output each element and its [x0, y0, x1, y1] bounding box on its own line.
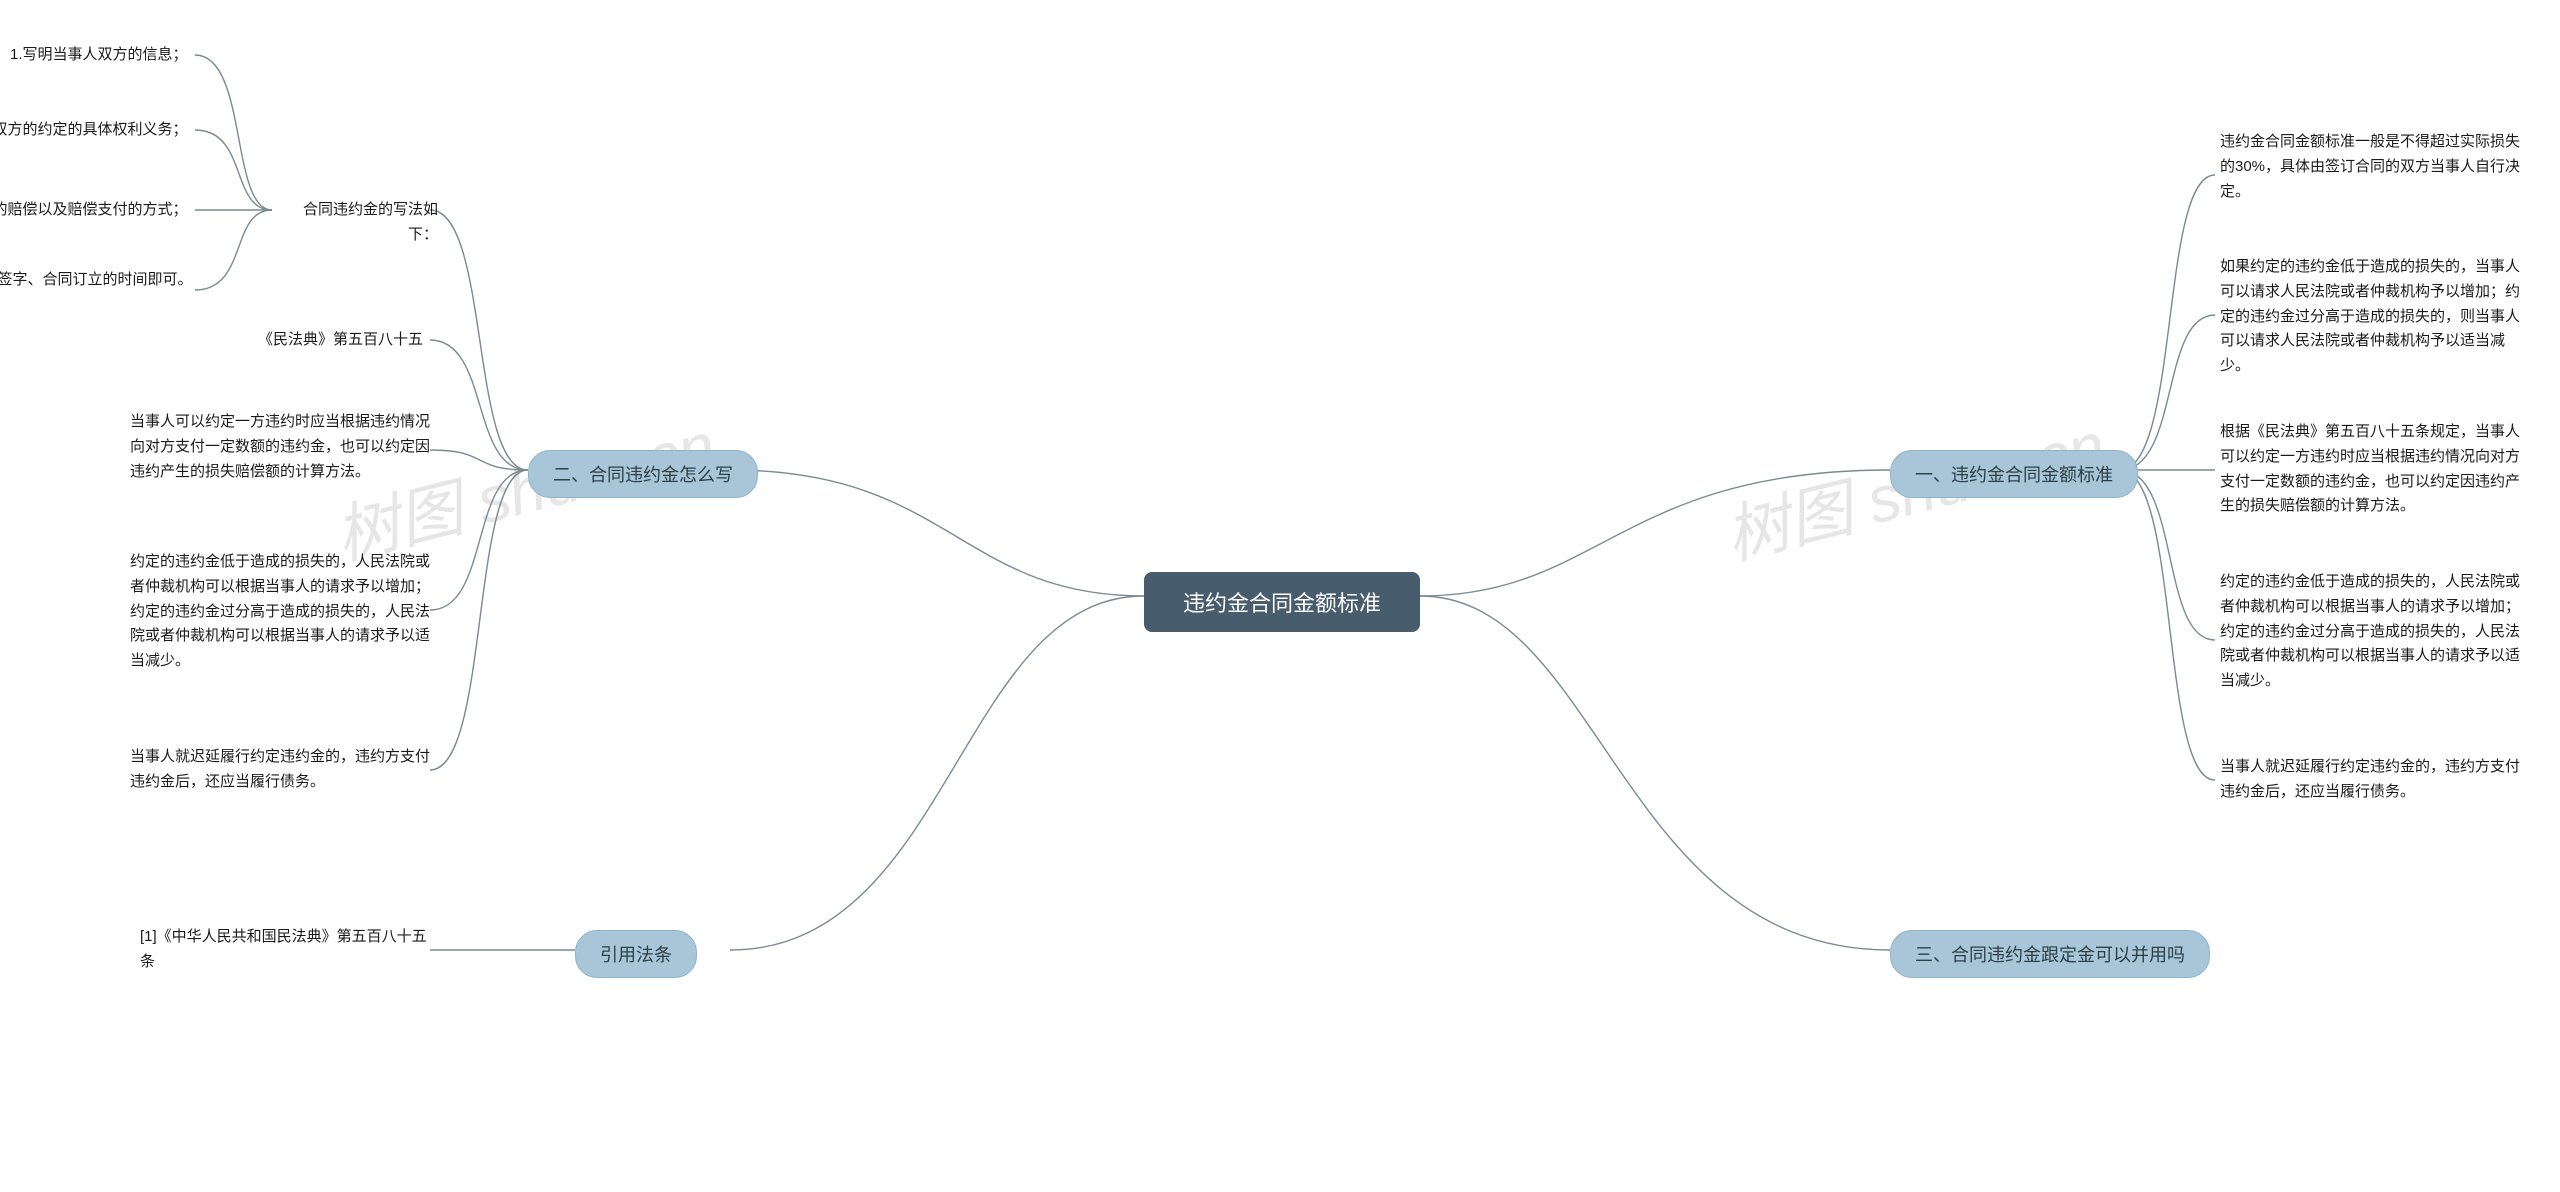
leaf-b2-2: 《民法典》第五百八十五 — [258, 328, 423, 353]
branch-b2: 二、合同违约金怎么写 — [528, 450, 758, 498]
branch-b4: 引用法条 — [575, 930, 697, 978]
leaf-b2-1: 合同违约金的写法如下： — [278, 198, 438, 248]
root-node: 违约金合同金额标准 — [1144, 572, 1420, 632]
leaf-b1-1: 违约金合同金额标准一般是不得超过实际损失的30%，具体由签订合同的双方当事人自行… — [2220, 130, 2530, 204]
leaf-b2-3: 当事人可以约定一方违约时应当根据违约情况向对方支付一定数额的违约金，也可以约定因… — [130, 410, 440, 484]
leaf-b2-5: 当事人就迟延履行约定违约金的，违约方支付违约金后，还应当履行债务。 — [130, 745, 440, 795]
branch-b1: 一、违约金合同金额标准 — [1890, 450, 2138, 498]
leaf-b1-3: 根据《民法典》第五百八十五条规定，当事人可以约定一方违约时应当根据违约情况向对方… — [2220, 420, 2530, 519]
leaf-b2-4: 约定的违约金低于造成的损失的，人民法院或者仲裁机构可以根据当事人的请求予以增加；… — [130, 550, 440, 674]
leaf-b2-1-2: 2.双方的约定的具体权利义务； — [0, 118, 188, 143]
leaf-b2-1-3: 3.违约之后的赔偿以及赔偿支付的方式； — [0, 198, 188, 223]
leaf-b2-1-1: 1.写明当事人双方的信息； — [10, 43, 188, 68]
leaf-b4-1: [1]《中华人民共和国民法典》第五百八十五条 — [140, 925, 440, 975]
leaf-b2-1-4: 4.注明双方当事人签字、合同订立的时间即可。 — [0, 268, 193, 293]
leaf-b1-4: 约定的违约金低于造成的损失的，人民法院或者仲裁机构可以根据当事人的请求予以增加；… — [2220, 570, 2530, 694]
branch-b3: 三、合同违约金跟定金可以并用吗 — [1890, 930, 2210, 978]
leaf-b1-5: 当事人就迟延履行约定违约金的，违约方支付违约金后，还应当履行债务。 — [2220, 755, 2530, 805]
leaf-b1-2: 如果约定的违约金低于造成的损失的，当事人可以请求人民法院或者仲裁机构予以增加；约… — [2220, 255, 2530, 379]
